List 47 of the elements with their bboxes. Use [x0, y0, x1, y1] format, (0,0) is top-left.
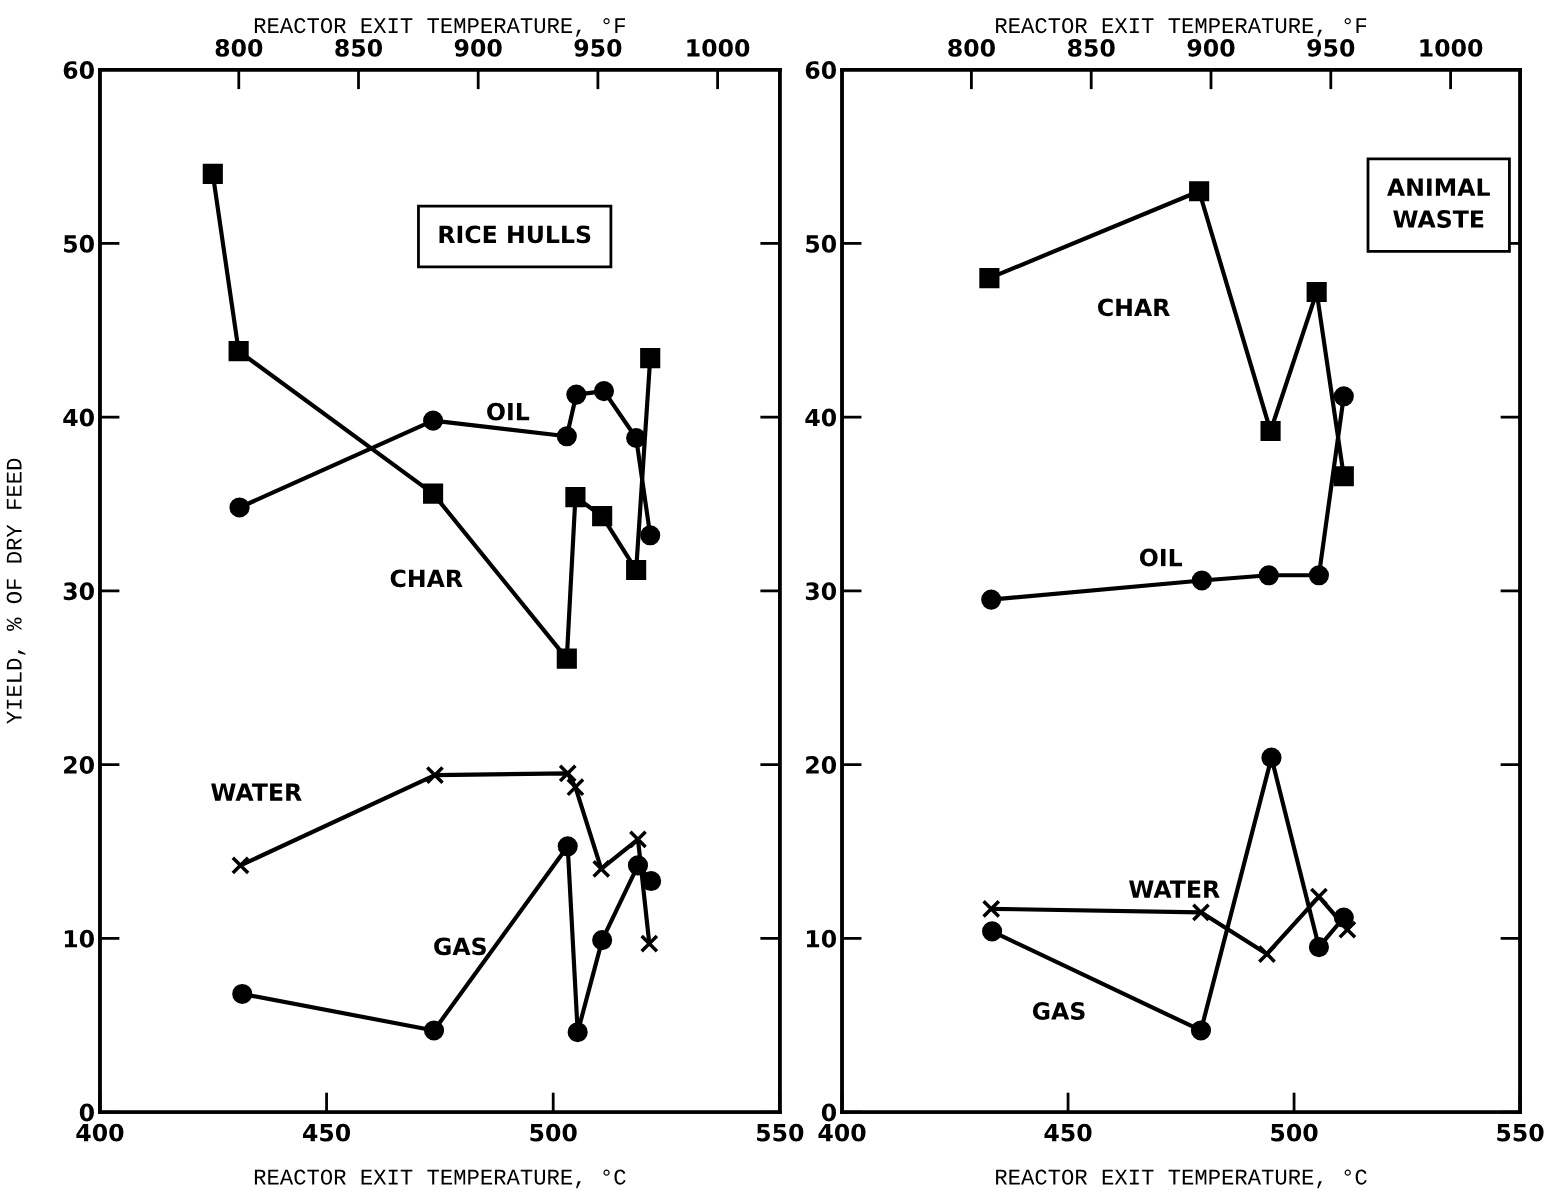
- x-tick-label: 550: [757, 1123, 804, 1142]
- y-tick-label: 50: [806, 234, 837, 253]
- series-label: OIL: [487, 402, 530, 421]
- x-tick-label: 550: [1497, 1123, 1544, 1142]
- y-tick-label: 0: [821, 1103, 837, 1122]
- y-tick-label: 0: [79, 1103, 94, 1122]
- series-label: OIL: [1139, 548, 1183, 567]
- x2-tick-label: 850: [1068, 38, 1115, 57]
- y-tick-label: 60: [63, 61, 94, 79]
- y-tick-label: 40: [63, 408, 94, 427]
- x2-axis-title: REACTOR EXIT TEMPERATURE, °F: [254, 18, 626, 37]
- x-tick-label: 450: [1044, 1123, 1092, 1142]
- y-tick-label: 60: [805, 61, 837, 79]
- x-tick-label: 500: [530, 1123, 577, 1142]
- x-axis-title: REACTOR EXIT TEMPERATURE, °C: [254, 1169, 626, 1189]
- series-label: WATER: [1129, 880, 1220, 898]
- x2-tick-label: 900: [454, 38, 502, 57]
- series-label: GAS: [1032, 1002, 1085, 1020]
- x2-axis-title: REACTOR EXIT TEMPERATURE, °F: [996, 18, 1367, 37]
- text: CHAR: [1098, 298, 1170, 317]
- y-tick-label: 20: [806, 756, 837, 774]
- y-axis-title: YIELD, % OF DRY FEED: [6, 458, 26, 724]
- text: ANIMAL WASTE: [1387, 178, 1490, 228]
- x2-tick-label: 950: [1307, 38, 1355, 57]
- x-tick-label: 450: [302, 1123, 351, 1142]
- y-tick-label: 10: [806, 929, 837, 948]
- x-tick-label: 400: [76, 1123, 124, 1142]
- x2-tick-label: 950: [574, 38, 622, 57]
- y-tick-label: 20: [64, 756, 94, 774]
- x2-tick-label: 1000: [1420, 38, 1483, 57]
- series-label: WATER: [211, 783, 302, 801]
- x2-tick-label: 850: [335, 38, 383, 57]
- x-axis-title: REACTOR EXIT TEMPERATURE, °C: [996, 1169, 1367, 1189]
- x2-tick-label: 800: [948, 38, 995, 57]
- y-tick-label: 40: [805, 408, 837, 427]
- y-tick-label: 10: [64, 929, 94, 948]
- series-label: GAS: [434, 937, 486, 956]
- y-tick-label: 30: [63, 582, 94, 601]
- x2-tick-label: 900: [1187, 38, 1235, 57]
- y-tick-label: 50: [64, 234, 94, 253]
- x-tick-label: 500: [1271, 1123, 1318, 1142]
- text: RICE HULLS: [439, 225, 591, 244]
- series-label: CHAR: [390, 569, 463, 588]
- x2-tick-label: 800: [215, 38, 263, 57]
- x-tick-label: 400: [818, 1123, 866, 1142]
- x2-tick-label: 1000: [687, 38, 750, 57]
- y-tick-label: 30: [805, 582, 837, 601]
